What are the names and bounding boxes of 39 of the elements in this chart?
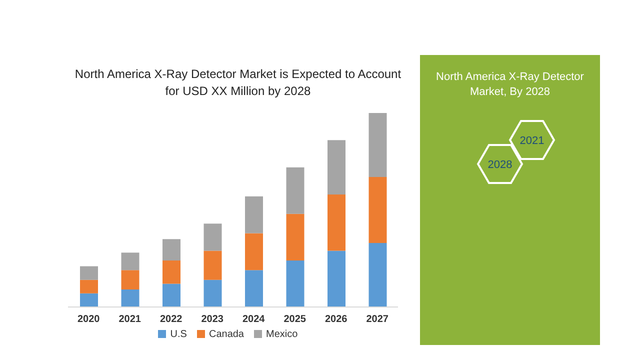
bar <box>80 293 98 307</box>
bar <box>328 194 346 251</box>
x-tick-label: 2020 <box>78 314 100 326</box>
bar <box>121 290 140 307</box>
x-tick-label: 2022 <box>160 314 183 326</box>
bar <box>245 196 263 234</box>
bar <box>204 224 222 251</box>
bar <box>368 177 387 243</box>
legend-label: U.S <box>170 329 187 340</box>
x-tick-label: 2027 <box>366 314 389 326</box>
bar <box>204 250 222 280</box>
bar <box>245 270 263 307</box>
chart-title: North America X-Ray Detector Market is Expected to Account for USD XX Million by 2028 <box>74 66 402 100</box>
legend-label: Mexico <box>266 329 298 340</box>
bar <box>368 242 387 307</box>
x-tick-label: 2024 <box>242 314 266 326</box>
bar <box>368 113 387 178</box>
bar <box>204 280 222 307</box>
bar <box>162 260 180 284</box>
bar <box>121 270 140 290</box>
bar <box>286 167 304 214</box>
bar <box>286 260 304 307</box>
bar <box>162 284 180 307</box>
x-tick-label: 2023 <box>201 314 224 326</box>
x-tick-label: 2026 <box>325 314 348 326</box>
bar <box>162 239 180 260</box>
text: North America X-Ray Detector Market, By 2028 <box>435 70 585 100</box>
bar <box>121 252 140 270</box>
bar <box>80 266 98 280</box>
bar <box>328 140 346 194</box>
hexagon-icon: 2021 <box>508 120 556 160</box>
bar <box>80 280 98 294</box>
bar <box>245 233 263 270</box>
hexagon-icon: 2028 <box>476 144 524 184</box>
bar <box>328 250 346 307</box>
x-tick-label: 2021 <box>118 314 142 326</box>
legend-label: Canada <box>208 329 244 340</box>
bar <box>286 214 304 260</box>
x-tick-label: 2025 <box>284 314 306 326</box>
